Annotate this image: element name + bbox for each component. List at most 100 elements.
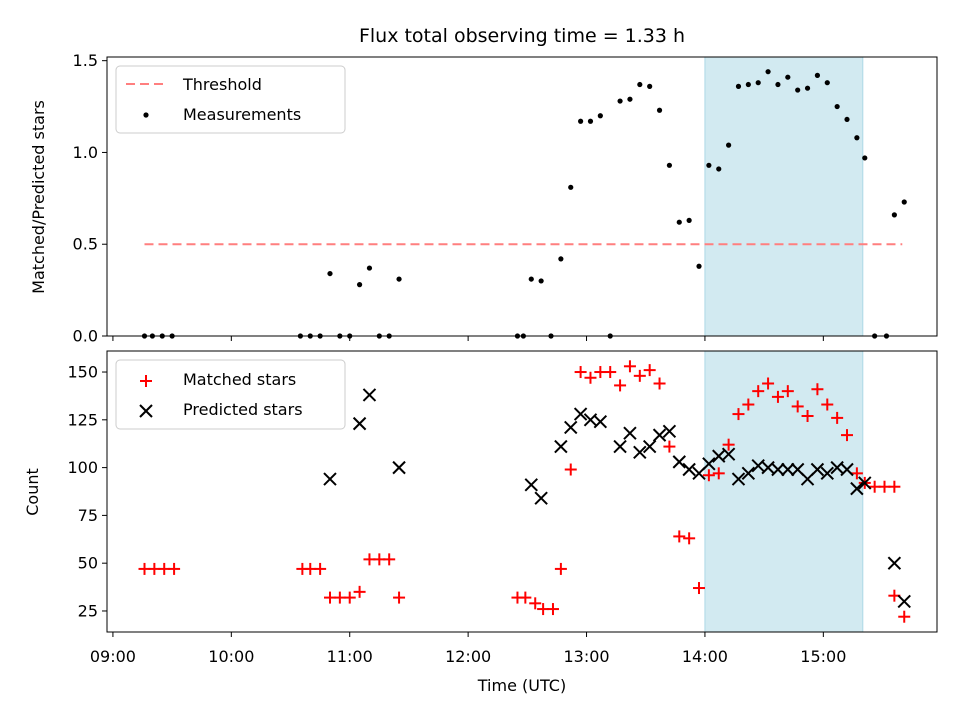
predicted-star-point: [623, 426, 637, 440]
measurement-point: [834, 103, 840, 110]
measurement-point: [396, 276, 402, 282]
matched-star-point: [168, 562, 181, 575]
x-tick-label: 09:00: [90, 647, 136, 666]
predicted-star-point: [897, 594, 911, 609]
measurement-point: [656, 107, 663, 113]
predicted-star-point: [524, 478, 538, 492]
predicted-star-point: [323, 472, 337, 486]
matched-star-point: [801, 409, 814, 422]
top-highlight-span: [704, 56, 864, 337]
bottom-y-tick-label: 75: [78, 506, 98, 525]
measurement-point: [735, 83, 742, 89]
measurement-point: [666, 162, 673, 168]
predicted-star-point: [672, 455, 686, 469]
predicted-star-point: [731, 472, 746, 486]
measurement-point: [706, 162, 712, 168]
predicted-star-point: [810, 462, 825, 477]
bottom-y-tick-label: 100: [67, 458, 98, 477]
predicted-star-point: [850, 481, 864, 496]
matched-star-point: [623, 360, 636, 373]
x-tick-label: 15:00: [800, 647, 846, 666]
predicted-star-point: [887, 556, 902, 570]
measurement-point: [745, 81, 751, 88]
predicted-star-point: [652, 428, 667, 442]
matched-star-point: [343, 591, 356, 604]
legend-matched-swatch: [140, 375, 152, 387]
top-plot-frame: [106, 56, 938, 337]
matched-star-point: [702, 469, 715, 482]
measurement-point: [795, 87, 801, 93]
matched-star-point: [791, 400, 804, 413]
predicted-star-point: [362, 388, 377, 402]
bottom-plot-frame: [106, 350, 938, 633]
predicted-star-point: [613, 439, 627, 454]
predicted-star-point: [781, 462, 795, 477]
predicted-star-point: [392, 460, 406, 475]
predicted-star-point: [858, 476, 872, 490]
matched-star-point: [850, 467, 863, 480]
measurement-point: [765, 69, 771, 75]
matched-star-point: [633, 369, 646, 382]
matched-star-point: [653, 377, 666, 390]
x-tick-label: 11:00: [327, 647, 373, 666]
chart-title: Flux total observing time = 1.33 h: [359, 25, 685, 47]
matched-star-point: [564, 463, 577, 476]
predicted-star-point: [741, 466, 756, 481]
predicted-star-point: [593, 415, 608, 429]
predicted-star-point: [633, 445, 647, 460]
predicted-star-point: [534, 491, 548, 505]
top-legend: Threshold Measurements: [115, 65, 346, 134]
legend-measurements-label: Measurements: [183, 105, 301, 124]
matched-star-point: [554, 562, 567, 575]
matched-star-point: [604, 366, 617, 379]
x-tick-label: 10:00: [208, 647, 254, 666]
measurement-point: [676, 219, 682, 225]
matched-star-point: [393, 591, 406, 604]
measurement-point: [686, 217, 692, 223]
top-y-tick-label: 0.0: [73, 327, 98, 346]
measurement-point: [785, 74, 791, 80]
matched-star-point: [732, 408, 745, 421]
measurement-point: [568, 184, 574, 190]
bottom-y-tick-label: 25: [78, 601, 98, 620]
legend-measurements-swatch: [143, 112, 149, 118]
bottom-panel: 25 50 75 100 125 150 09:00 10:00 11:00 12:00 13:0…: [23, 350, 938, 695]
x-tick-label: 12:00: [445, 647, 491, 666]
bottom-y-tick-label: 150: [67, 363, 98, 382]
predicted-star-point: [702, 457, 716, 471]
matched-star-point: [383, 553, 396, 566]
matched-star-point: [771, 390, 784, 403]
measurement-point: [558, 256, 564, 262]
predicted-star-point: [820, 466, 834, 481]
measurement-point: [755, 80, 761, 86]
measurement-point: [528, 276, 534, 282]
measurement-point: [854, 135, 860, 141]
matched-star-point: [821, 398, 834, 411]
matched-star-point: [584, 371, 597, 384]
measurement-point: [637, 81, 643, 88]
bottom-y-tick-label: 50: [78, 554, 98, 573]
bottom-highlight-span: [704, 350, 864, 633]
measurement-point: [804, 85, 811, 91]
measurement-point: [578, 118, 584, 124]
predicted-star-point: [771, 462, 785, 477]
matched-star-point: [693, 582, 706, 595]
measurement-point: [814, 72, 821, 78]
measurement-point: [327, 270, 333, 277]
matched-star-point: [314, 562, 327, 575]
measurement-point: [862, 155, 868, 161]
measurement-point: [824, 80, 830, 86]
predicted-star-point: [721, 447, 736, 461]
matched-star-point: [574, 366, 587, 379]
predicted-star-point: [682, 462, 696, 477]
bottom-legend: Matched stars Predicted stars: [115, 359, 346, 430]
matched-star-point: [742, 398, 755, 411]
legend-threshold-label: Threshold: [182, 75, 262, 94]
predicted-star-point: [564, 420, 578, 435]
measurement-point: [356, 282, 363, 288]
matched-star-point: [831, 411, 844, 424]
measurement-point: [627, 96, 633, 102]
predicted-star-point: [573, 407, 588, 421]
measurement-point: [597, 113, 603, 119]
matched-star-point: [643, 364, 656, 377]
